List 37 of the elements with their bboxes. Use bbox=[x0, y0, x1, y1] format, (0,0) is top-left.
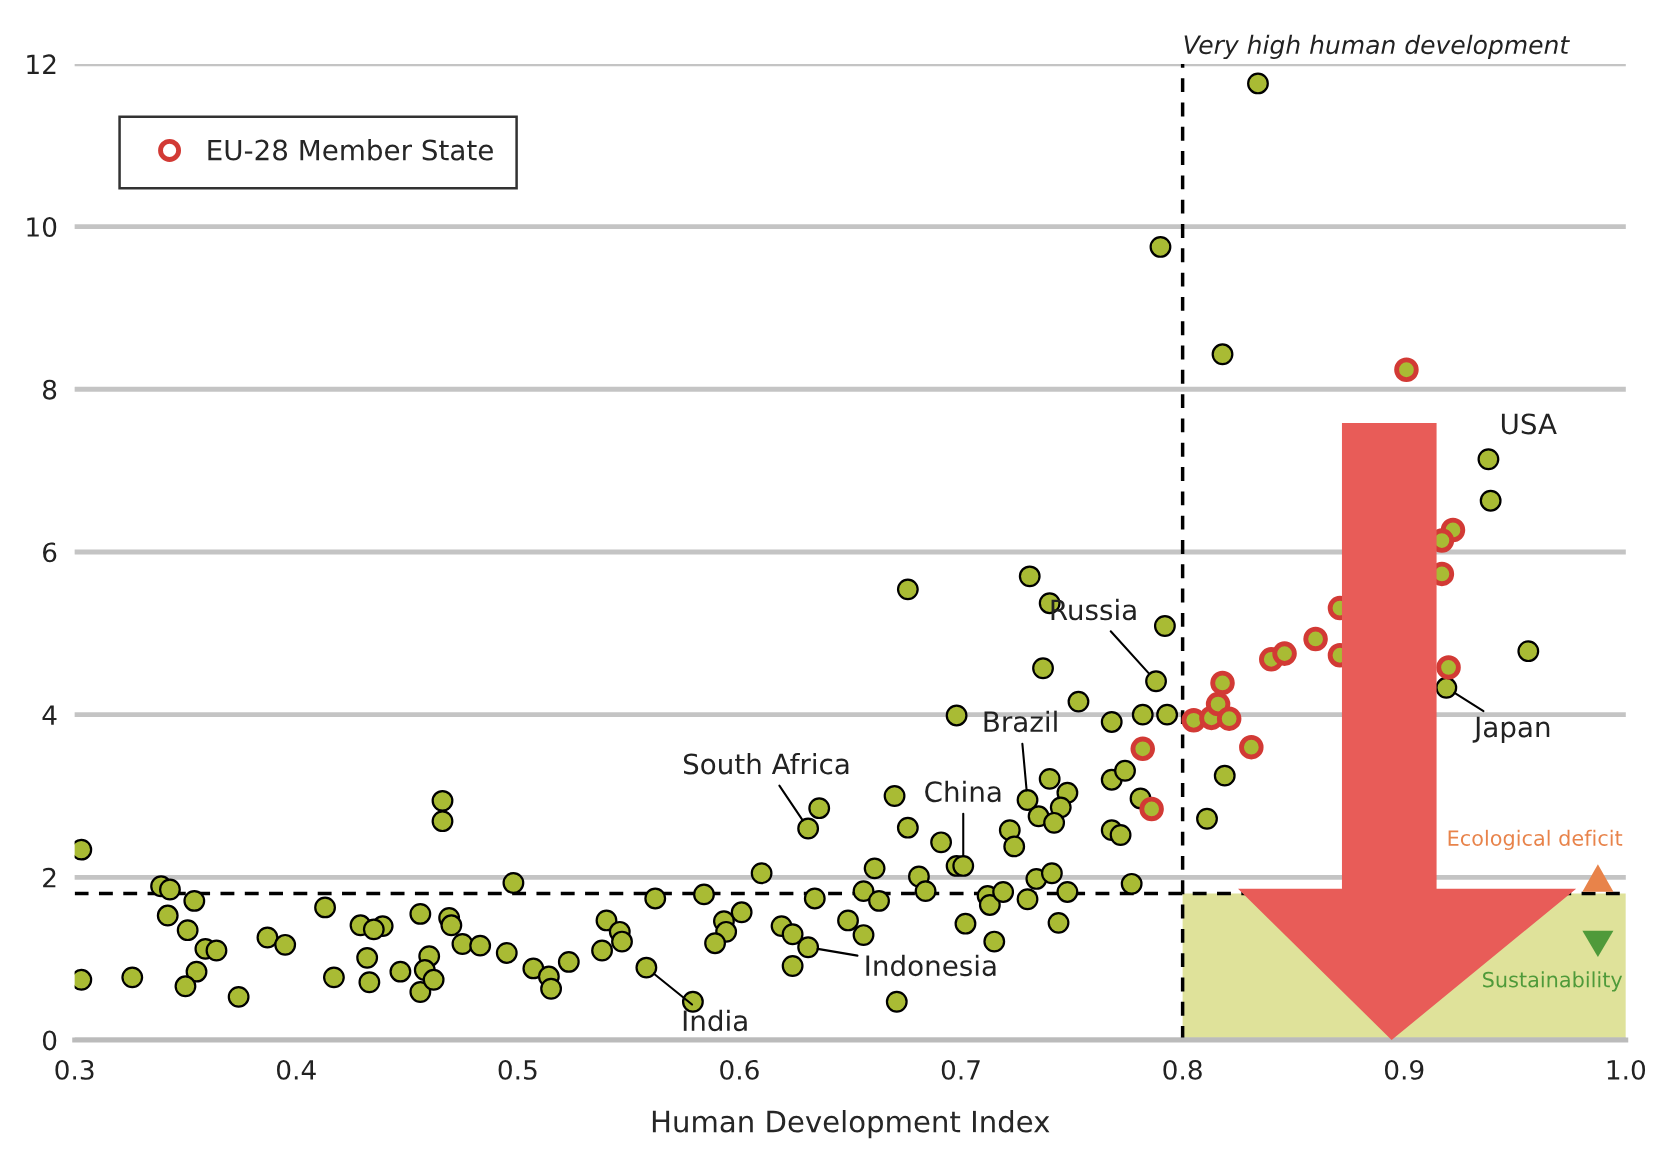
annotation: Russia bbox=[1051, 598, 1136, 621]
x-tick-label: 0.9 bbox=[1384, 1059, 1424, 1080]
y-tick-label: 8 bbox=[42, 379, 57, 400]
y-tick-label: 0 bbox=[42, 1030, 57, 1051]
point bbox=[1216, 706, 1242, 731]
annotation: Sustainability bbox=[1483, 971, 1623, 992]
point bbox=[1130, 736, 1155, 762]
x-axis-title: Human Development Index bbox=[652, 1109, 1050, 1139]
y-tick-label: 2 bbox=[43, 867, 56, 888]
legend-label: EU-28 Member State bbox=[208, 139, 493, 161]
y-tick-label: 10 bbox=[27, 217, 57, 237]
point bbox=[1239, 734, 1264, 760]
point bbox=[1272, 641, 1297, 666]
annotation: USA bbox=[1501, 413, 1557, 435]
annotation: China bbox=[925, 780, 1001, 803]
x-tick-label: 0.4 bbox=[277, 1059, 316, 1080]
point bbox=[1303, 626, 1328, 652]
point bbox=[1210, 670, 1235, 696]
x-tick-label: 0.5 bbox=[498, 1059, 537, 1080]
annotation: Ecological deficit bbox=[1448, 829, 1623, 850]
annotation: India bbox=[683, 1009, 747, 1032]
point bbox=[1436, 655, 1461, 680]
x-tick-label: 0.3 bbox=[55, 1059, 94, 1080]
y-tick-label: 4 bbox=[42, 705, 57, 725]
x-tick-label: 0.8 bbox=[1163, 1059, 1202, 1080]
annotation: Japan bbox=[1472, 716, 1550, 743]
y-tick-label: 12 bbox=[27, 54, 56, 74]
annotation: Brazil bbox=[984, 710, 1057, 733]
point bbox=[1139, 796, 1164, 822]
point bbox=[1394, 357, 1419, 382]
ref-line-label: Very high human development bbox=[1184, 34, 1570, 60]
x-tick-label: 0.7 bbox=[941, 1059, 980, 1080]
x-tick-label: 0.6 bbox=[720, 1059, 759, 1080]
x-tick-label: 1.0 bbox=[1607, 1059, 1646, 1080]
annotation: South Africa bbox=[683, 753, 849, 775]
y-tick-label: 6 bbox=[43, 542, 57, 563]
annotation: Indonesia bbox=[866, 954, 996, 977]
